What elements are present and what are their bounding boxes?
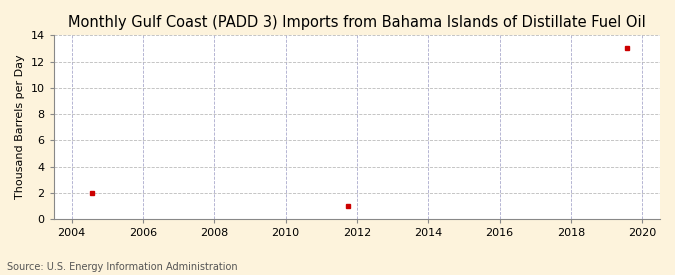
Y-axis label: Thousand Barrels per Day: Thousand Barrels per Day [15,55,25,199]
Text: Source: U.S. Energy Information Administration: Source: U.S. Energy Information Administ… [7,262,238,272]
Title: Monthly Gulf Coast (PADD 3) Imports from Bahama Islands of Distillate Fuel Oil: Monthly Gulf Coast (PADD 3) Imports from… [68,15,646,30]
